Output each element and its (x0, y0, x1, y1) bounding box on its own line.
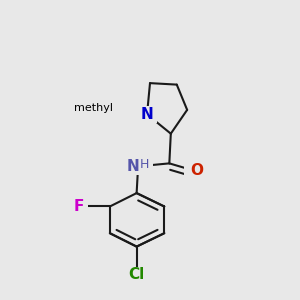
Text: F: F (74, 199, 84, 214)
Bar (70, 199, 88, 214)
Bar (94, 101, 138, 116)
Bar (123, 158, 153, 175)
Text: methyl: methyl (74, 103, 113, 113)
Text: H: H (140, 158, 149, 171)
Text: Cl: Cl (128, 267, 145, 282)
Text: N: N (126, 159, 139, 174)
Bar (136, 106, 158, 122)
Bar (123, 266, 150, 282)
Text: O: O (190, 163, 203, 178)
Bar (184, 163, 205, 179)
Text: N: N (141, 107, 153, 122)
